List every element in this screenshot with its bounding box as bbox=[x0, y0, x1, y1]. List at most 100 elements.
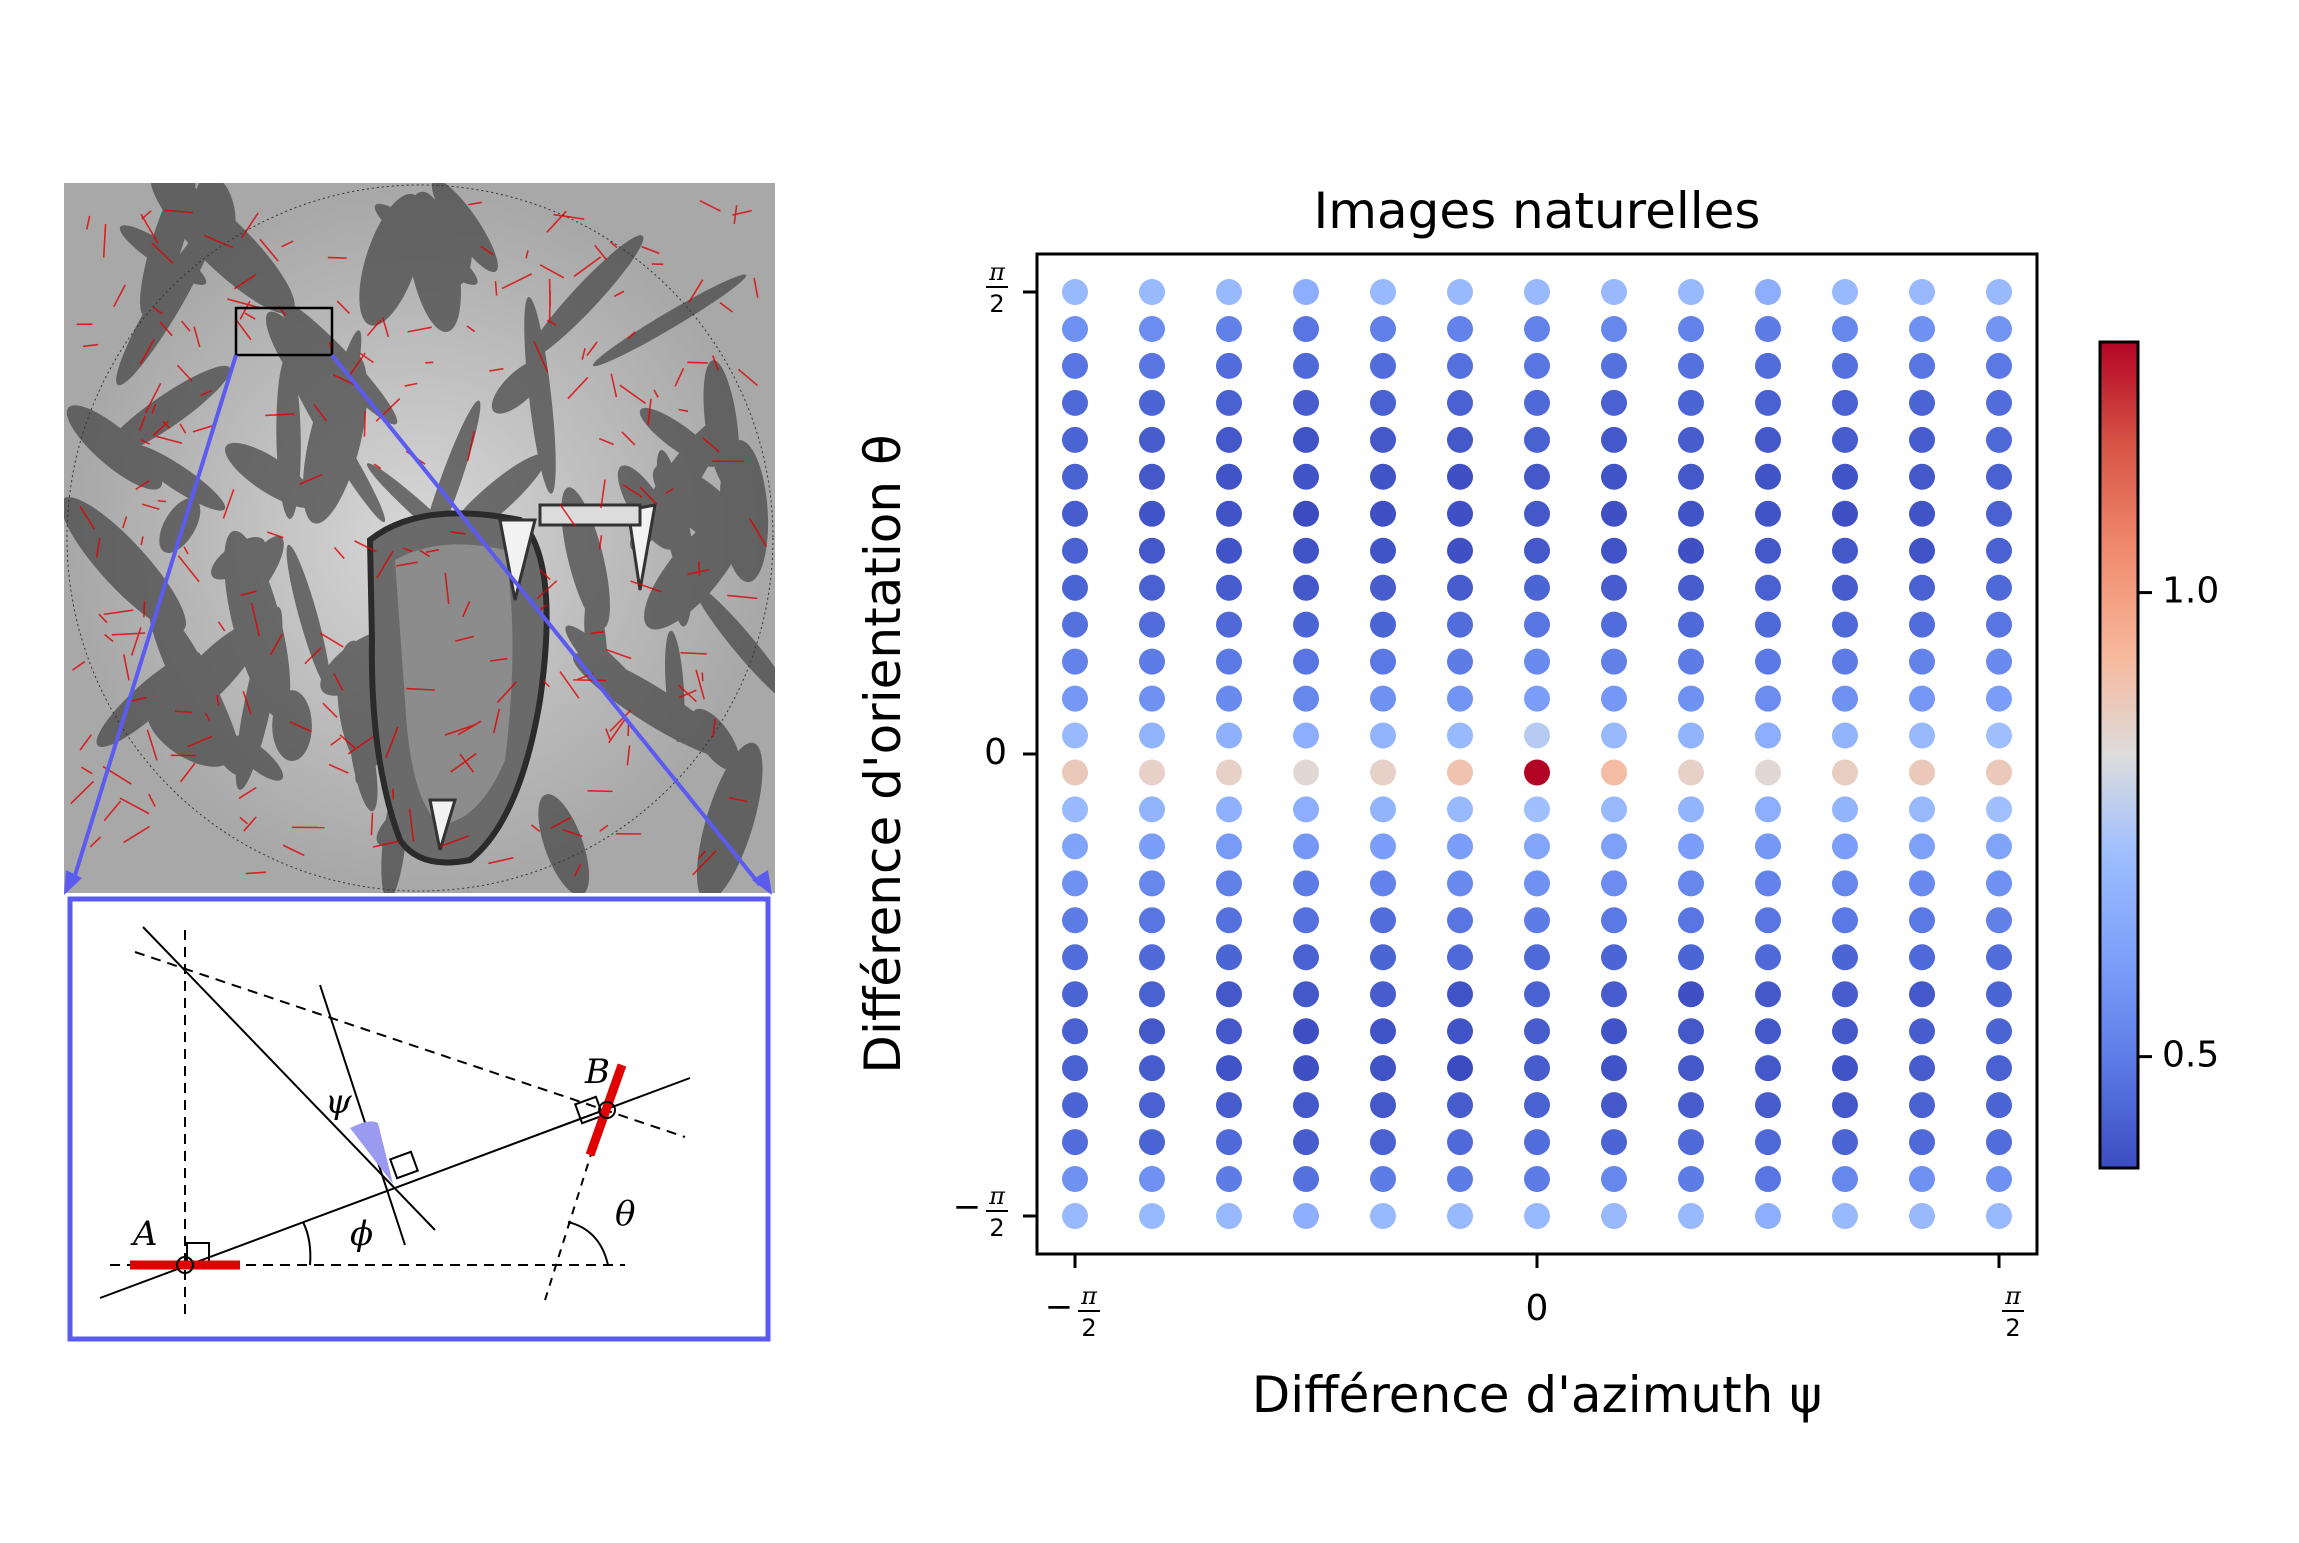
data-point bbox=[1447, 1092, 1473, 1119]
data-point bbox=[1678, 833, 1704, 860]
data-point bbox=[1062, 833, 1088, 860]
data-point bbox=[1293, 648, 1319, 675]
data-point bbox=[1909, 759, 1935, 786]
data-point bbox=[1370, 1166, 1396, 1192]
data-point bbox=[1447, 944, 1473, 971]
data-point bbox=[1832, 426, 1858, 453]
data-point bbox=[1447, 1166, 1473, 1192]
data-point bbox=[1524, 870, 1550, 897]
data-point bbox=[1216, 1092, 1242, 1119]
data-point bbox=[1678, 352, 1704, 379]
data-point bbox=[1370, 611, 1396, 638]
data-point bbox=[1062, 1092, 1088, 1119]
label-angle-phi: ϕ bbox=[350, 1214, 373, 1254]
data-point bbox=[1447, 352, 1473, 379]
data-point bbox=[1447, 833, 1473, 860]
data-point bbox=[1909, 537, 1935, 564]
data-point bbox=[1678, 574, 1704, 601]
data-point bbox=[1909, 463, 1935, 490]
tick-label: − π 2 bbox=[953, 1182, 1008, 1242]
data-point bbox=[1678, 907, 1704, 934]
data-point bbox=[1139, 463, 1165, 490]
data-point bbox=[1601, 463, 1627, 490]
data-point bbox=[1601, 722, 1627, 749]
data-point bbox=[1447, 389, 1473, 416]
data-point bbox=[1755, 537, 1781, 564]
data-point bbox=[1370, 1129, 1396, 1156]
label-angle-psi: ψ bbox=[325, 1082, 352, 1122]
svg-text:π: π bbox=[988, 1182, 1006, 1210]
data-point bbox=[1447, 1055, 1473, 1082]
data-point bbox=[1524, 500, 1550, 527]
data-point bbox=[1447, 1203, 1473, 1229]
data-point bbox=[1832, 611, 1858, 638]
data-point bbox=[1986, 648, 2012, 675]
data-point bbox=[1139, 389, 1165, 416]
data-point bbox=[1755, 981, 1781, 1008]
data-point bbox=[1447, 279, 1473, 305]
data-point bbox=[1909, 352, 1935, 379]
data-point bbox=[1601, 1092, 1627, 1119]
data-point bbox=[1216, 796, 1242, 823]
data-point bbox=[1986, 1203, 2012, 1229]
data-point bbox=[1216, 1166, 1242, 1192]
data-point bbox=[1524, 279, 1550, 305]
y-axis-label: Différence d'orientation θ bbox=[854, 434, 912, 1073]
data-point bbox=[1293, 981, 1319, 1008]
data-point bbox=[1293, 870, 1319, 897]
data-point bbox=[1293, 796, 1319, 823]
data-point bbox=[1216, 537, 1242, 564]
data-point bbox=[1293, 537, 1319, 564]
data-point bbox=[1293, 1129, 1319, 1156]
geometry-inset: A B ψ ϕ θ bbox=[67, 896, 771, 1342]
data-point bbox=[1678, 1203, 1704, 1229]
data-point bbox=[1139, 1018, 1165, 1045]
data-point bbox=[1370, 352, 1396, 379]
data-point bbox=[1370, 316, 1396, 342]
data-point bbox=[1293, 500, 1319, 527]
data-point bbox=[1293, 279, 1319, 305]
data-point bbox=[1909, 722, 1935, 749]
data-point bbox=[1139, 611, 1165, 638]
data-point bbox=[1755, 759, 1781, 786]
edge-b bbox=[585, 1063, 627, 1157]
data-point bbox=[1447, 981, 1473, 1008]
data-point bbox=[1216, 907, 1242, 934]
data-point bbox=[1678, 648, 1704, 675]
data-point bbox=[1986, 389, 2012, 416]
data-point bbox=[1447, 463, 1473, 490]
data-point bbox=[1755, 574, 1781, 601]
data-point bbox=[1678, 279, 1704, 305]
data-point bbox=[1062, 1203, 1088, 1229]
data-point bbox=[1139, 1203, 1165, 1229]
data-point bbox=[1139, 1092, 1165, 1119]
data-point bbox=[1447, 426, 1473, 453]
data-point bbox=[1909, 833, 1935, 860]
data-point bbox=[1370, 648, 1396, 675]
data-point bbox=[1601, 574, 1627, 601]
data-point bbox=[1601, 389, 1627, 416]
data-point bbox=[1524, 722, 1550, 749]
data-point bbox=[1524, 352, 1550, 379]
data-point bbox=[1062, 870, 1088, 897]
data-point bbox=[1447, 685, 1473, 712]
data-point bbox=[1370, 907, 1396, 934]
data-point bbox=[1755, 611, 1781, 638]
data-point bbox=[1678, 722, 1704, 749]
analysis-circle bbox=[66, 184, 774, 892]
data-point bbox=[1755, 1129, 1781, 1156]
data-point bbox=[1601, 759, 1627, 786]
data-point bbox=[1909, 574, 1935, 601]
data-point bbox=[1293, 611, 1319, 638]
data-point bbox=[1524, 759, 1550, 786]
data-point bbox=[1986, 1166, 2012, 1192]
data-point bbox=[1447, 574, 1473, 601]
data-point bbox=[1755, 944, 1781, 971]
data-point bbox=[1139, 870, 1165, 897]
data-point bbox=[1062, 463, 1088, 490]
data-point bbox=[1909, 389, 1935, 416]
data-point bbox=[1678, 463, 1704, 490]
data-point bbox=[1139, 1055, 1165, 1082]
data-point bbox=[1909, 279, 1935, 305]
data-point bbox=[1601, 1018, 1627, 1045]
